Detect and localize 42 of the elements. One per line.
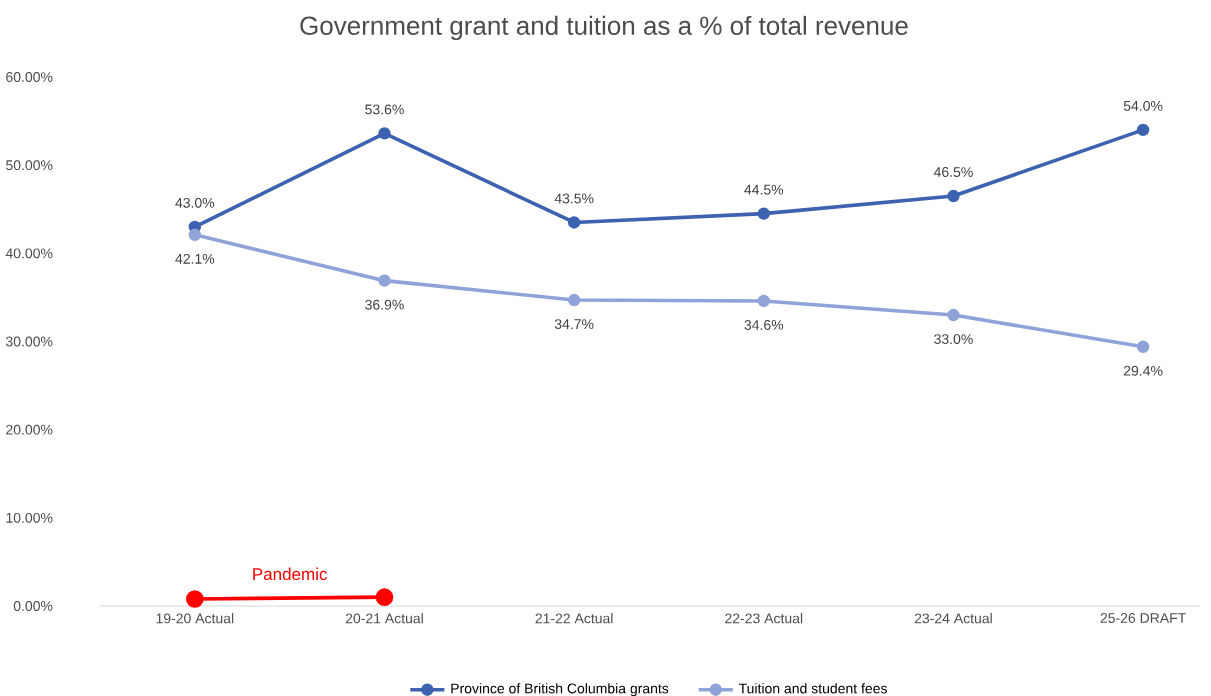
data-label: 43.5%: [554, 193, 594, 204]
point: [757, 207, 770, 220]
data-label: 34.7%: [554, 319, 594, 330]
point: [1136, 340, 1150, 353]
data-label: 54.0%: [1123, 100, 1163, 111]
y-tick-label: 60.00%: [6, 72, 53, 82]
y-tick-label: 50.00%: [6, 160, 53, 171]
point: [188, 228, 202, 242]
y-tick-label: 0.00%: [13, 601, 53, 611]
annotation: Pandemic: [253, 567, 328, 581]
point: [947, 308, 960, 322]
data-label: 29.4%: [1123, 365, 1163, 376]
x-tick-label: 20-21 Actual: [345, 613, 423, 624]
x-tick-label: 19-20 Actual: [156, 613, 234, 624]
data-label: 36.9%: [365, 299, 404, 310]
x-tick-label: 22-23 Actual: [725, 613, 803, 624]
y-tick-label: 40.00%: [5, 248, 53, 259]
y-tick-label: 30.00%: [6, 336, 53, 347]
point: [378, 274, 391, 287]
data-label: 44.5%: [744, 184, 784, 195]
point: [186, 590, 204, 608]
data-label: 42.1%: [175, 253, 215, 264]
chart-title: Government grant and tuition as a % of total revenue: [300, 15, 908, 41]
point: [567, 293, 581, 307]
point: [947, 189, 960, 203]
x-tick-label: 25-26 DRAFT: [1100, 613, 1186, 623]
point: [375, 588, 394, 606]
data-label: 53.6%: [365, 104, 404, 115]
data-label: 33.0%: [934, 334, 973, 345]
y-tick-label: 10.00%: [6, 512, 53, 523]
legend-label: Tuition and student fees: [738, 683, 887, 694]
y-tick-label: 20.00%: [6, 424, 53, 435]
data-label: 34.6%: [744, 320, 784, 330]
x-tick-label: 21-22 Actual: [535, 613, 613, 624]
data-label: 43.0%: [175, 197, 215, 208]
legend-label: Province of British Columbia grants: [451, 683, 669, 696]
data-label: 46.5%: [933, 167, 973, 177]
x-tick-label: 23-24 Actual: [914, 613, 992, 624]
point: [757, 294, 770, 308]
point: [1136, 123, 1150, 137]
point: [567, 216, 581, 229]
point: [378, 127, 391, 140]
